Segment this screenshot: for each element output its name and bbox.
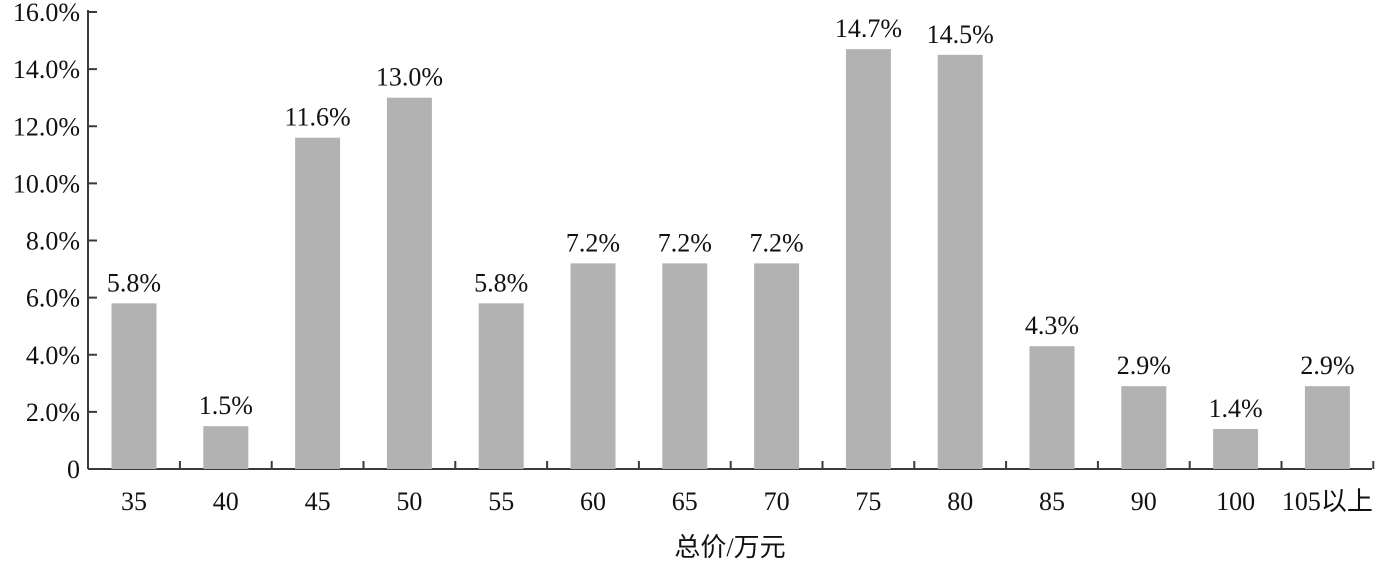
bar-50 xyxy=(386,97,432,469)
x-tick-label: 80 xyxy=(947,487,973,516)
x-tick-label: 35 xyxy=(121,487,147,516)
x-tick-label: 85 xyxy=(1039,487,1065,516)
data-label: 5.8% xyxy=(474,268,528,297)
y-tick-label: 10.0% xyxy=(13,169,80,198)
bar-35 xyxy=(111,303,157,469)
data-label: 14.7% xyxy=(835,14,902,43)
y-axis: 0 2.0% 4.0% 6.0% 8.0% 10.0% 12.0% 14.0% 16.0% xyxy=(13,0,97,484)
bar-80 xyxy=(937,54,983,469)
y-tick-label: 2.0% xyxy=(26,398,80,427)
bar-85 xyxy=(1029,346,1075,469)
data-label: 2.9% xyxy=(1117,351,1171,380)
bars xyxy=(111,49,1350,470)
x-tick-label: 45 xyxy=(305,487,331,516)
bar-60 xyxy=(570,263,616,469)
x-axis: 35 40 45 50 55 60 65 70 75 80 85 90 100 105以上 xyxy=(88,461,1375,516)
y-tick-label: 6.0% xyxy=(26,284,80,313)
data-label: 7.2% xyxy=(750,228,804,257)
data-label: 13.0% xyxy=(376,63,443,92)
y-tick-label: 14.0% xyxy=(13,55,80,84)
x-tick-label: 105以上 xyxy=(1282,487,1373,516)
data-label: 4.3% xyxy=(1025,311,1079,340)
data-label: 14.5% xyxy=(927,20,994,49)
x-tick-label: 40 xyxy=(213,487,239,516)
data-label: 2.9% xyxy=(1300,351,1354,380)
y-tick-label: 16.0% xyxy=(13,0,80,27)
bar-55 xyxy=(478,303,524,469)
bar-65 xyxy=(662,263,708,469)
x-tick-label: 70 xyxy=(764,487,790,516)
data-label: 7.2% xyxy=(658,228,712,257)
x-tick-label: 75 xyxy=(855,487,881,516)
data-label: 7.2% xyxy=(566,228,620,257)
y-tick-label: 4.0% xyxy=(26,341,80,370)
x-axis-title: 总价/万元 xyxy=(674,533,785,562)
data-label: 11.6% xyxy=(284,103,350,132)
bar-100 xyxy=(1213,429,1259,469)
bar-75 xyxy=(845,49,891,469)
x-tick-label: 50 xyxy=(396,487,422,516)
x-tick-label: 55 xyxy=(488,487,514,516)
bar-105以上 xyxy=(1304,386,1350,469)
x-tick-label: 100 xyxy=(1216,487,1255,516)
bar-70 xyxy=(754,263,800,469)
y-tick-label: 0 xyxy=(67,455,80,484)
data-label: 5.8% xyxy=(107,268,161,297)
data-labels: 5.8% 1.5% 11.6% 13.0% 5.8% 7.2% 7.2% 7.2% 14.7% 1… xyxy=(107,14,1355,423)
data-label: 1.4% xyxy=(1209,394,1263,423)
bar-45 xyxy=(295,137,341,470)
x-tick-label: 90 xyxy=(1131,487,1157,516)
bar-90 xyxy=(1121,386,1167,469)
y-tick-label: 12.0% xyxy=(13,112,80,141)
bar-40 xyxy=(203,426,249,469)
x-tick-label: 60 xyxy=(580,487,606,516)
x-tick-label: 65 xyxy=(672,487,698,516)
y-tick-label: 8.0% xyxy=(26,227,80,256)
data-label: 1.5% xyxy=(199,391,253,420)
